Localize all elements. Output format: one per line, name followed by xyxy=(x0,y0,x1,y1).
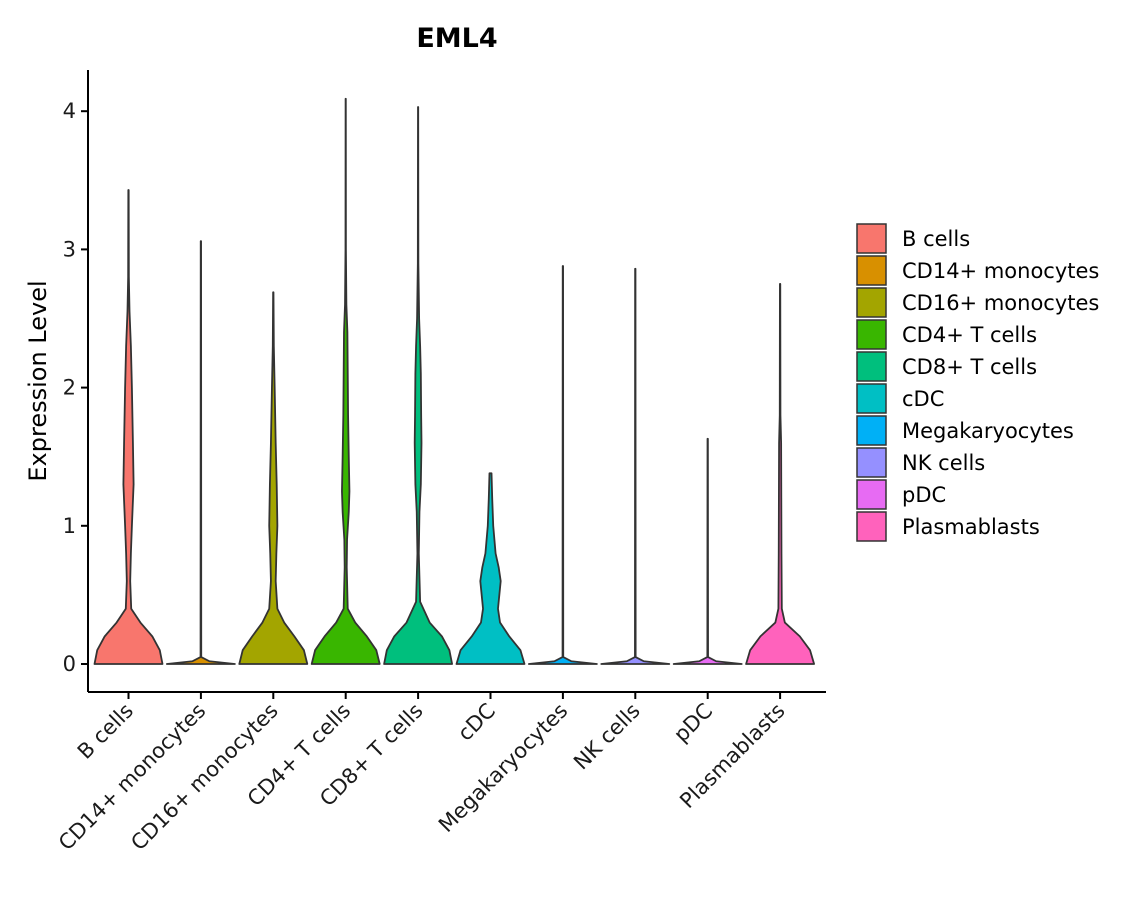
legend-label-cd16plus-monocytes: CD16+ monocytes xyxy=(902,291,1099,315)
y-tick-label: 2 xyxy=(63,376,76,400)
violins-group xyxy=(93,97,815,665)
legend-swatch-plasmablasts xyxy=(856,511,887,542)
chart-title: EML4 xyxy=(416,23,497,54)
y-axis-title: Expression Level xyxy=(24,280,52,481)
legend-label-cd4plus-t-cells: CD4+ T cells xyxy=(902,323,1037,347)
legend-swatch-cdc xyxy=(856,383,887,414)
violin-cd8plus-t-cells xyxy=(383,106,453,665)
y-tick-label: 0 xyxy=(63,652,76,676)
legend-swatch-cd8plus-t-cells xyxy=(856,351,887,382)
violin-b-cells xyxy=(93,189,164,665)
legend-label-pdc: pDC xyxy=(902,483,946,507)
y-tick-label: 1 xyxy=(63,514,76,538)
legend-label-cd8plus-t-cells: CD8+ T cells xyxy=(902,355,1037,379)
legend-label-nk-cells: NK cells xyxy=(902,451,985,475)
legend-swatch-b-cells xyxy=(856,223,887,254)
y-tick-label: 4 xyxy=(63,99,76,123)
legend-label-cdc: cDC xyxy=(902,387,944,411)
legend-label-cd14plus-monocytes: CD14+ monocytes xyxy=(902,259,1099,283)
violin-cd14plus-monocytes xyxy=(166,240,236,665)
x-tick-label-cdc: cDC xyxy=(453,699,500,746)
y-ticks-group: 0 1 2 3 4 xyxy=(63,99,88,676)
violin-cd16plus-monocytes xyxy=(238,291,309,665)
x-tick-label-pdc: pDC xyxy=(669,699,717,747)
x-tick-label-megakaryocytes: Megakaryocytes xyxy=(434,699,573,838)
legend: B cells CD14+ monocytes CD16+ monocytes CD4… xyxy=(856,223,1099,542)
legend-swatch-cd4plus-t-cells xyxy=(856,319,887,350)
legend-swatch-pdc xyxy=(856,479,887,510)
legend-swatch-cd14plus-monocytes xyxy=(856,255,887,286)
violin-cd4plus-t-cells xyxy=(310,97,381,665)
violin-pdc xyxy=(672,437,743,665)
violin-cdc xyxy=(455,472,526,665)
x-tick-label-nk-cells: NK cells xyxy=(569,699,645,775)
legend-swatch-cd16plus-monocytes xyxy=(856,287,887,318)
violin-plasmablasts xyxy=(745,283,815,665)
legend-label-megakaryocytes: Megakaryocytes xyxy=(902,419,1074,443)
x-tick-label-b-cells: B cells xyxy=(73,699,138,764)
legend-swatch-megakaryocytes xyxy=(856,415,887,446)
violin-nk-cells xyxy=(600,267,671,665)
legend-label-plasmablasts: Plasmablasts xyxy=(902,515,1040,539)
violin-megakaryocytes xyxy=(528,265,598,665)
legend-swatch-nk-cells xyxy=(856,447,887,478)
legend-label-b-cells: B cells xyxy=(902,227,970,251)
y-tick-label: 3 xyxy=(63,237,76,261)
